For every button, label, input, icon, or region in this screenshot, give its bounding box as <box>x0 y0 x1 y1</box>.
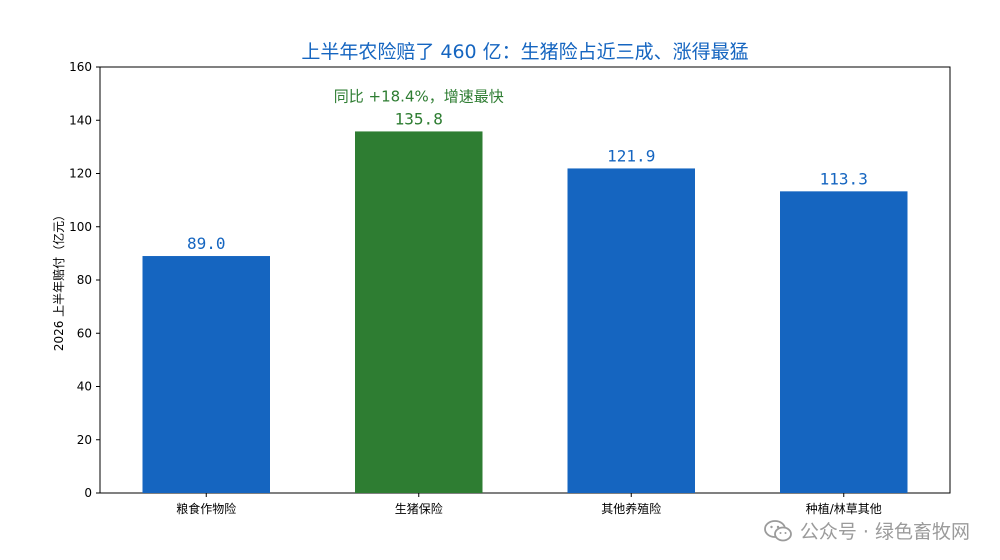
y-tick-label: 40 <box>77 380 92 394</box>
y-tick-label: 0 <box>84 486 92 500</box>
x-tick-label: 种植/林草其他 <box>806 501 882 516</box>
y-tick-label: 20 <box>77 433 92 447</box>
y-tick-label: 120 <box>69 167 92 181</box>
watermark: 公众号 · 绿色畜牧网 <box>763 517 970 544</box>
y-tick-label: 140 <box>69 113 92 127</box>
x-tick-label: 其他养殖险 <box>601 501 661 516</box>
x-tick-label: 粮食作物险 <box>176 501 236 516</box>
y-tick-label: 80 <box>77 273 92 287</box>
bar <box>780 191 908 493</box>
x-tick-label: 生猪保险 <box>395 501 443 516</box>
y-tick-label: 160 <box>69 60 92 74</box>
y-tick-label: 60 <box>77 326 92 340</box>
bar <box>355 131 483 493</box>
data-label: 113.3 <box>820 169 868 188</box>
plot-area: 0 20 40 60 80 100 120 140 160 粮食作物险 89.0 生猪保险 135.8 其… <box>69 60 951 516</box>
y-axis-label: 2026 上半年赔付（亿元） <box>51 209 66 351</box>
bar <box>142 256 270 493</box>
wechat-icon <box>763 519 792 541</box>
y-tick-label: 100 <box>69 220 92 234</box>
data-label: 135.8 <box>395 109 443 128</box>
data-label: 89.0 <box>187 234 226 253</box>
watermark-text: 公众号 · 绿色畜牧网 <box>799 521 970 543</box>
chart-title: 上半年农险赔了 460 亿：生猪险占近三成、涨得最猛 <box>301 41 748 63</box>
annotation-label: 同比 +18.4%，增速最快 <box>334 87 504 105</box>
data-label: 121.9 <box>607 146 655 165</box>
bar <box>567 168 695 493</box>
